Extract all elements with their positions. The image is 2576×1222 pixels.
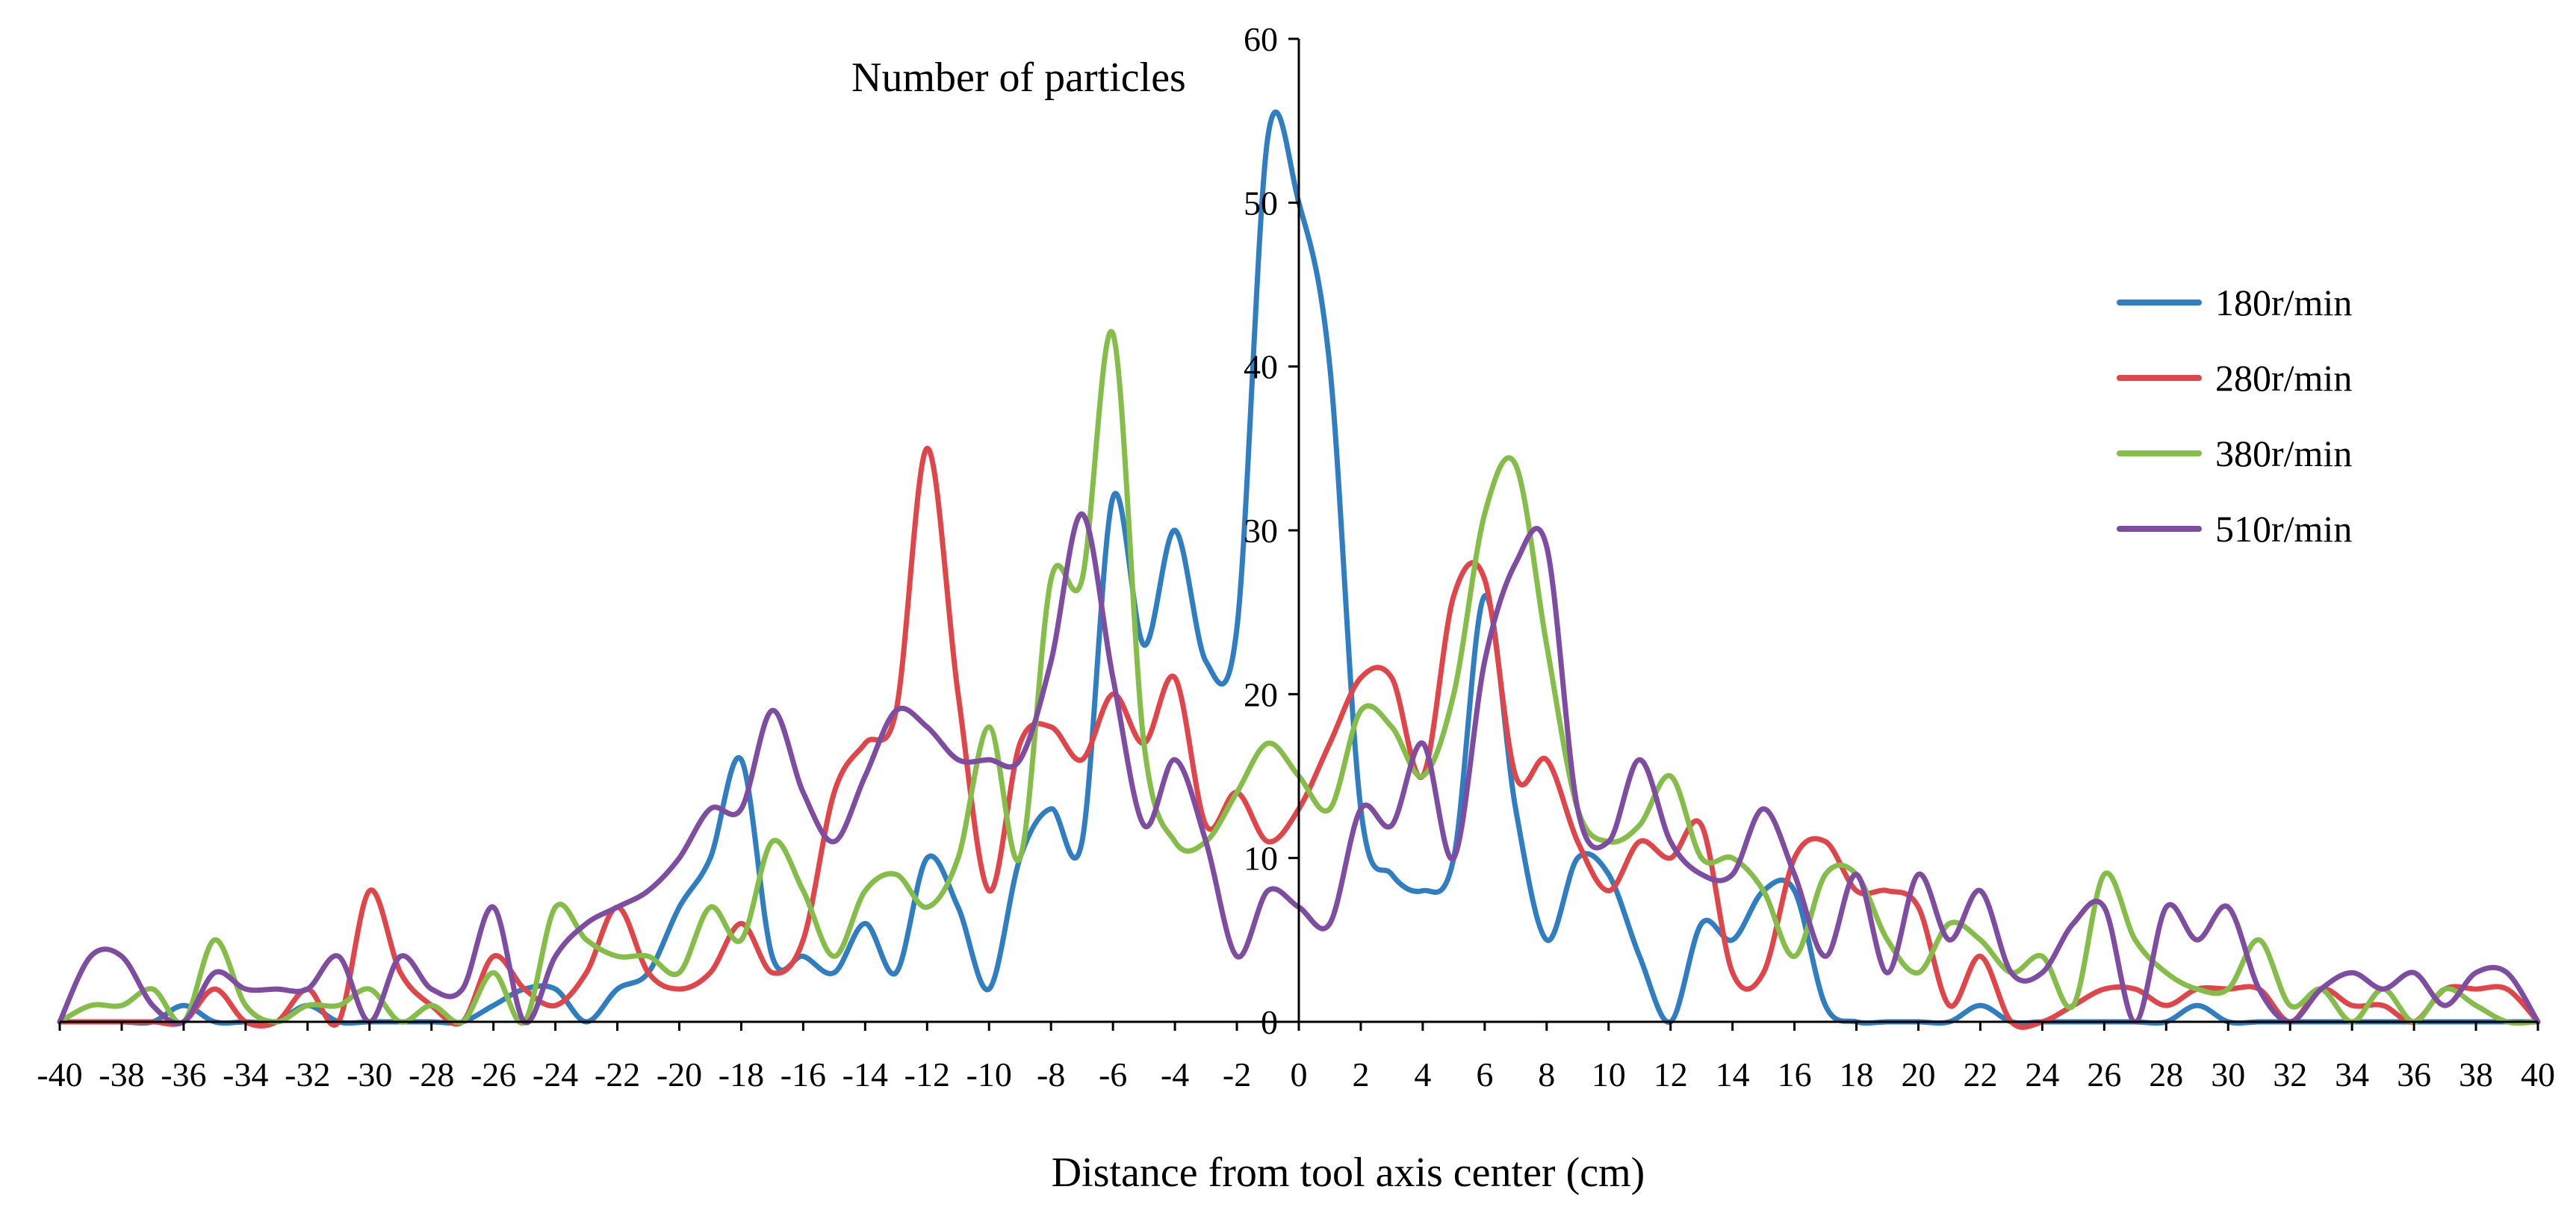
x-tick-label: -24 — [533, 1055, 578, 1094]
x-tick-label: 4 — [1414, 1055, 1431, 1094]
y-tick-label: 10 — [1244, 840, 1278, 878]
x-tick-label: 32 — [2273, 1055, 2307, 1094]
legend-label: 180r/min — [2215, 282, 2352, 323]
series-line-510r-min — [57, 511, 2541, 1026]
x-tick-label: 10 — [1592, 1055, 1626, 1094]
x-tick-label: 12 — [1654, 1055, 1688, 1094]
x-axis-ticks: -40 -38 -36 -34 -32 -30 -28 -26 -24 -22 -20 -18 -16-… — [37, 1022, 2555, 1094]
legend-label: 510r/min — [2215, 508, 2352, 550]
x-tick-label: -20 — [657, 1055, 702, 1094]
x-tick-label: -14 — [842, 1055, 888, 1094]
x-tick-label: -8 — [1037, 1055, 1065, 1094]
x-tick-label: 26 — [2087, 1055, 2121, 1094]
x-tick-label: 40 — [2521, 1055, 2555, 1094]
y-tick-label: 40 — [1244, 348, 1278, 386]
y-axis-title: Number of particles — [851, 55, 1186, 101]
x-tick-label: -40 — [37, 1055, 82, 1094]
x-tick-label: 18 — [1840, 1055, 1874, 1094]
y-tick-label: 60 — [1244, 20, 1278, 58]
x-tick-label: 22 — [1963, 1055, 1997, 1094]
x-tick-label: 20 — [1902, 1055, 1936, 1094]
x-tick-label: -6 — [1099, 1055, 1127, 1094]
x-tick-label: 0 — [1291, 1055, 1308, 1094]
y-axis-ticks: 0 10 20 30 40 50 60 — [1244, 20, 1299, 1041]
x-tick-label: -22 — [595, 1055, 640, 1094]
x-axis-title: Distance from tool axis center (cm) — [1052, 1150, 1645, 1196]
x-tick-label: 38 — [2459, 1055, 2493, 1094]
legend: 180r/min 280r/min 380r/min 510r/min — [2117, 282, 2352, 550]
x-tick-label: -2 — [1223, 1055, 1251, 1094]
x-tick-label: -36 — [161, 1055, 206, 1094]
x-tick-label: -10 — [966, 1055, 1012, 1094]
x-tick-label: 24 — [2025, 1055, 2059, 1094]
y-tick-label: 30 — [1244, 512, 1278, 550]
x-tick-label: 16 — [1778, 1055, 1812, 1094]
x-tick-label: -34 — [223, 1055, 268, 1094]
y-tick-label: 20 — [1244, 675, 1278, 713]
x-tick-label: 36 — [2397, 1055, 2431, 1094]
x-tick-label: -18 — [719, 1055, 764, 1094]
x-tick-label: -4 — [1161, 1055, 1189, 1094]
x-tick-label: -38 — [99, 1055, 144, 1094]
x-tick-label: 34 — [2335, 1055, 2369, 1094]
x-tick-label: -28 — [409, 1055, 454, 1094]
x-tick-label: -30 — [347, 1055, 392, 1094]
y-tick-label: 0 — [1261, 1003, 1278, 1041]
x-tick-label: 30 — [2211, 1055, 2245, 1094]
y-tick-label: 50 — [1244, 184, 1278, 222]
x-tick-label: -26 — [471, 1055, 516, 1094]
x-tick-label: 2 — [1352, 1055, 1369, 1094]
x-tick-label: -12 — [904, 1055, 950, 1094]
x-tick-label: -16 — [780, 1055, 826, 1094]
legend-label: 380r/min — [2215, 432, 2352, 474]
x-tick-label: 8 — [1538, 1055, 1555, 1094]
x-tick-label: 14 — [1716, 1055, 1750, 1094]
legend-label: 280r/min — [2215, 357, 2352, 399]
series-line-380r-min — [57, 329, 2541, 1026]
x-tick-label: -32 — [285, 1055, 330, 1094]
x-tick-label: 6 — [1476, 1055, 1493, 1094]
x-tick-label: 28 — [2149, 1055, 2183, 1094]
